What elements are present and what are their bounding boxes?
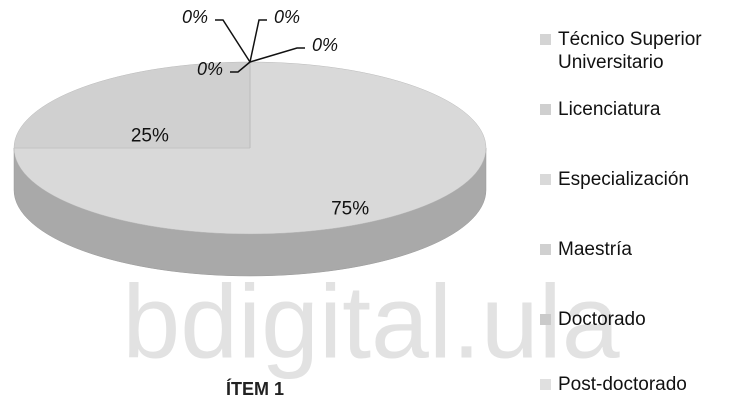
legend-label: Maestría [558, 239, 632, 260]
legend-item: Post-doctorado [538, 373, 743, 396]
legend-item: Técnico Superior Universitario [538, 28, 743, 74]
leader-line [230, 61, 251, 73]
watermark: bdigital.ula [122, 264, 619, 380]
data-label: 0% [274, 7, 300, 27]
pie: 0% 0% 75% 25% 0% 0% [13, 7, 487, 277]
legend-label: Técnico Superior Universitario [558, 29, 702, 73]
data-label: 0% [182, 7, 208, 27]
slice [13, 61, 251, 149]
legend-swatch [540, 174, 551, 185]
legend-label: Especialización [558, 169, 689, 190]
leader-line [249, 47, 305, 63]
data-label: 25% [131, 126, 169, 147]
legend-swatch [540, 379, 551, 390]
leader-line [249, 19, 267, 63]
legend-swatch [540, 104, 551, 115]
legend-item: Especialización [538, 168, 743, 191]
legend-item: Licenciatura [538, 98, 743, 121]
data-label: 75% [331, 199, 369, 220]
legend-swatch [540, 244, 551, 255]
leader-line [215, 19, 251, 63]
legend-label: Licenciatura [558, 99, 661, 120]
chart-title: ÍTEM 1 [226, 378, 284, 399]
legend-label: Doctorado [558, 309, 646, 330]
legend-swatch [540, 34, 551, 45]
legend-item: Maestría [538, 238, 743, 261]
legend-swatch [540, 314, 551, 325]
data-label: 0% [312, 35, 338, 55]
legend-label: Post-doctorado [558, 374, 687, 395]
data-label: 0% [197, 59, 223, 79]
legend-item: Doctorado [538, 308, 743, 331]
